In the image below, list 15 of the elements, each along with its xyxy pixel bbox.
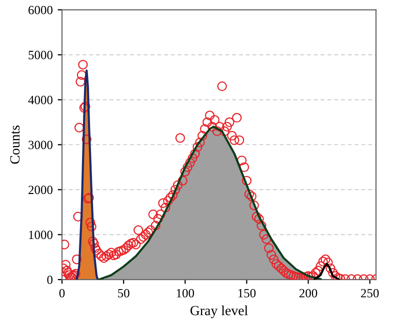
x-tick-label: 50 [118, 288, 130, 298]
y-tick-label: 6000 [28, 6, 52, 14]
x-tick-label: 0 [59, 288, 65, 298]
x-tick-label: 150 [238, 288, 256, 298]
y-tick-label: 1000 [29, 230, 52, 240]
y-tick-label: 0 [47, 276, 52, 284]
y-tick-label: 4000 [28, 96, 52, 104]
x-tick-label: 100 [176, 288, 194, 298]
y-axis-title: Counts [10, 126, 20, 164]
y-tick-label: 5000 [28, 50, 52, 60]
y-tick-label: 3000 [28, 140, 52, 150]
x-tick-label: 250 [361, 288, 379, 298]
y-tick-label: 2000 [28, 186, 52, 194]
x-tick-label: 200 [299, 288, 318, 298]
x-axis-title: Gray level [190, 306, 248, 318]
